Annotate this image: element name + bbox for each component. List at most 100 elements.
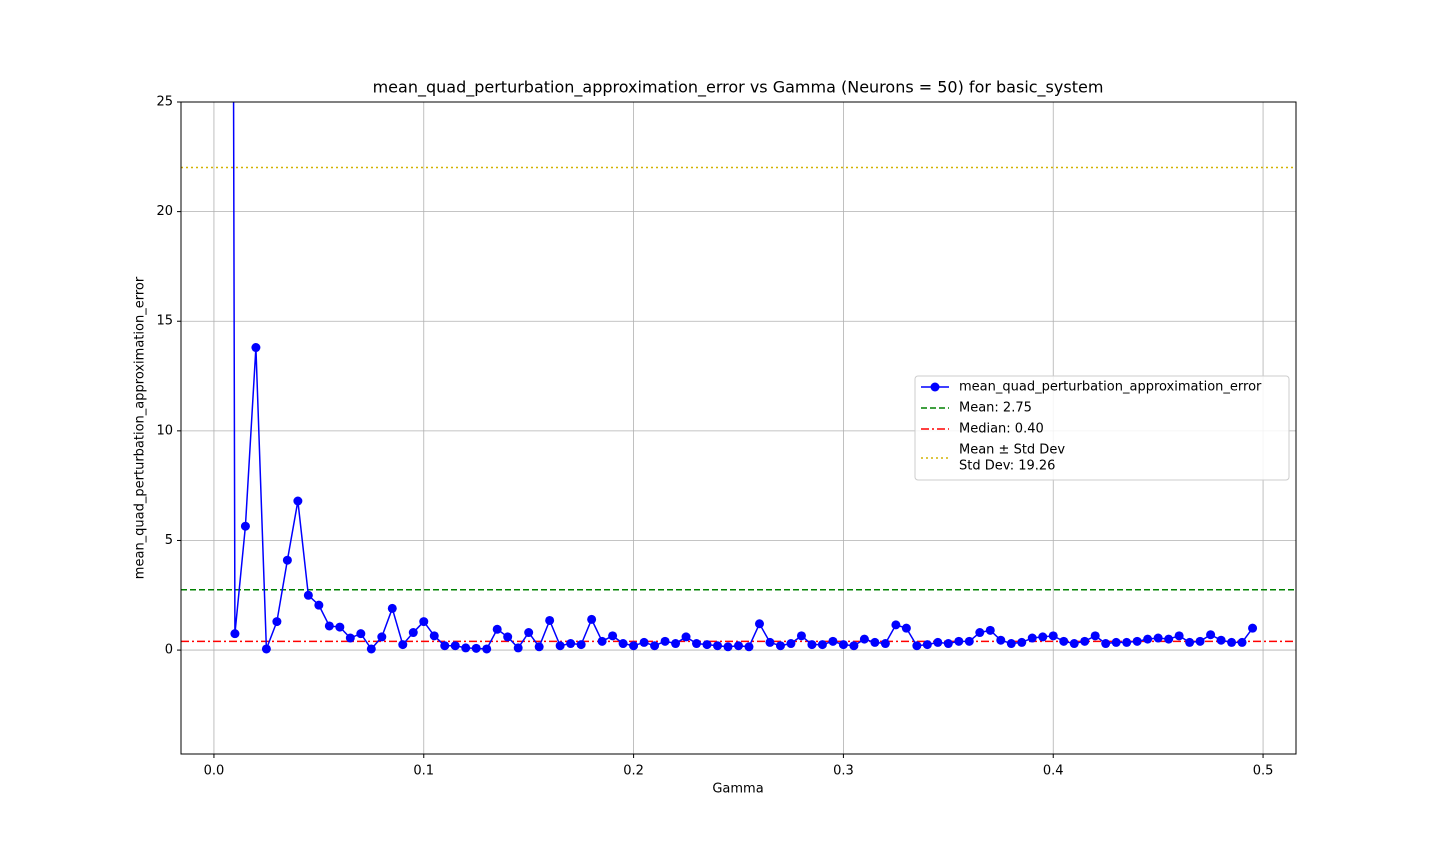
data-point (629, 641, 639, 651)
data-point (838, 640, 848, 650)
data-point (1195, 636, 1205, 646)
data-point (1122, 637, 1132, 647)
data-point (1111, 637, 1121, 647)
data-point (880, 639, 890, 649)
data-point (272, 617, 282, 627)
data-point (251, 343, 261, 353)
data-point (303, 590, 313, 600)
y-tick-label: 20 (156, 204, 173, 219)
data-point (744, 642, 754, 652)
data-point (324, 621, 334, 631)
legend-marker (930, 382, 940, 392)
data-point (450, 641, 460, 651)
x-tick-label: 0.0 (204, 764, 225, 779)
data-point (933, 637, 943, 647)
data-point (891, 620, 901, 630)
data-point (975, 628, 985, 638)
plot-area (181, 102, 1296, 654)
data-point (555, 641, 565, 651)
data-point (713, 641, 723, 651)
data-point (1017, 637, 1027, 647)
data-point (765, 637, 775, 647)
data-point (954, 636, 964, 646)
x-tick-label: 0.2 (623, 764, 644, 779)
data-point (471, 643, 481, 653)
chart-title: mean_quad_perturbation_approximation_err… (373, 78, 1104, 98)
axes: 0.0 0.1 0.2 0.3 0.4 0.5 0 5 10 15 20 25 (156, 95, 1273, 779)
data-point (314, 600, 324, 610)
data-point (723, 642, 733, 652)
x-tick-label: 0.4 (1043, 764, 1064, 779)
data-point (408, 628, 418, 638)
data-point (922, 640, 932, 650)
data-point (1174, 631, 1184, 641)
data-point (293, 496, 303, 506)
data-point (681, 632, 691, 642)
data-point (912, 641, 922, 651)
data-point (230, 629, 240, 639)
data-point (660, 636, 670, 646)
legend-label: mean_quad_perturbation_approximation_err… (959, 380, 1262, 395)
data-point (461, 643, 471, 653)
data-point (1248, 623, 1258, 633)
y-tick-label: 25 (156, 95, 173, 110)
x-tick-label: 0.3 (833, 764, 854, 779)
data-point (429, 631, 439, 641)
x-tick-label: 0.1 (413, 764, 434, 779)
data-point (566, 639, 576, 649)
y-tick-label: 10 (156, 423, 173, 438)
y-tick-label: 15 (156, 314, 173, 329)
data-point (1227, 637, 1237, 647)
data-point (597, 636, 607, 646)
data-point (1080, 636, 1090, 646)
data-point (387, 603, 397, 613)
data-point (534, 642, 544, 652)
data-point (734, 641, 743, 651)
data-point (398, 640, 408, 650)
data-point (440, 641, 450, 651)
data-point (1237, 637, 1247, 647)
data-point (608, 631, 618, 641)
data-point (576, 640, 586, 650)
data-point (1164, 634, 1174, 644)
data-point (1206, 630, 1216, 640)
x-axis-label: Gamma (712, 782, 763, 797)
data-point (849, 641, 859, 651)
data-point (366, 644, 376, 654)
data-point (943, 639, 953, 649)
data-point (985, 625, 995, 635)
data-point (702, 640, 712, 650)
data-point (1153, 633, 1163, 643)
data-point (1048, 631, 1058, 641)
data-point (335, 622, 345, 632)
data-point (524, 628, 534, 638)
legend-label: Median: 0.40 (959, 422, 1044, 437)
data-point (1143, 634, 1153, 644)
data-point (964, 636, 974, 646)
data-point (482, 644, 492, 654)
data-point (786, 639, 796, 649)
data-point (671, 639, 681, 649)
legend: mean_quad_perturbation_approximation_err… (914, 375, 1290, 481)
data-point (996, 635, 1006, 645)
data-point (870, 637, 880, 647)
data-point (1059, 636, 1069, 646)
data-point (377, 632, 387, 642)
data-point (492, 624, 502, 634)
data-point (754, 619, 764, 629)
data-point (545, 615, 555, 625)
data-point (1069, 639, 1079, 649)
data-point (261, 644, 271, 654)
data-point (282, 555, 292, 565)
x-tick-label: 0.5 (1253, 764, 1274, 779)
data-point (639, 637, 649, 647)
data-point (1038, 632, 1048, 642)
data-point (1185, 637, 1195, 647)
data-point (356, 629, 366, 639)
y-axis-label: mean_quad_perturbation_approximation_err… (133, 276, 148, 579)
data-point (1027, 633, 1037, 643)
data-point (345, 633, 355, 643)
data-point (1006, 639, 1016, 649)
y-tick-label: 5 (165, 533, 173, 548)
